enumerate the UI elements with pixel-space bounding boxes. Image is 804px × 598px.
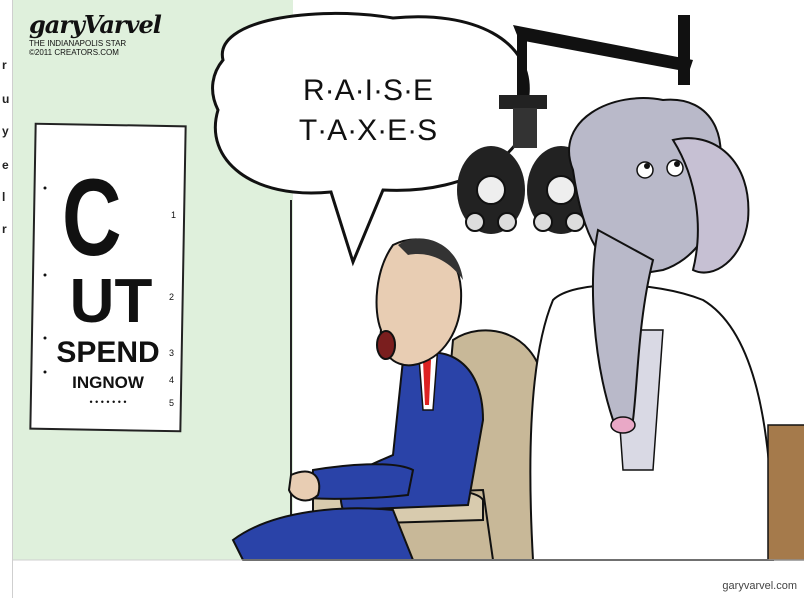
strip-char: l [2,190,6,204]
eye-chart-number-5: 5 [169,398,174,408]
eye-chart-row-5: • • • • • • • [89,397,126,407]
signature-name: garyVarvel [29,10,162,39]
strip-char: e [2,158,9,172]
eye-chart-number-3: 3 [169,348,174,358]
eye-chart: C UT SPEND INGNOW • • • • • • • 1 2 3 4 … [29,122,187,433]
strip-char: r [2,58,7,72]
eye-chart-row-1: C [62,155,122,278]
eye-chart-row-2: UT [70,267,153,336]
speech-line-2: T·A·X·E·S [299,114,437,147]
credit-url: garyvarvel.com [722,580,797,592]
eye-chart-number-2: 2 [169,292,174,302]
eye-chart-number-4: 4 [169,375,174,385]
strip-char: r [2,222,7,236]
eye-chart-row-3: SPEND [56,336,159,369]
speech-line-1: R·A·I·S·E [303,74,433,107]
elephant-doctor [529,97,775,561]
eye-chart-number-1: 1 [171,210,176,220]
eye-chart-row-4: INGNOW [72,373,145,392]
artist-signature: garyVarvel THE INDIANAPOLIS STAR ©2011 C… [29,10,162,57]
strip-char: u [2,92,10,106]
signature-line-2: ©2011 CREATORS.COM [29,48,119,57]
speech-bubble: R·A·I·S·E T·A·X·E·S [211,12,531,267]
left-strip: r u y e l r [0,0,12,598]
cartoon-artwork: C UT SPEND INGNOW • • • • • • • 1 2 3 4 … [13,0,804,561]
patient-figure [231,238,485,561]
strip-char: y [2,124,9,138]
phoropter [457,15,693,234]
background-cabinet [767,424,804,561]
cartoon-frame: C UT SPEND INGNOW • • • • • • • 1 2 3 4 … [12,0,804,598]
signature-line-1: THE INDIANAPOLIS STAR [29,39,127,48]
